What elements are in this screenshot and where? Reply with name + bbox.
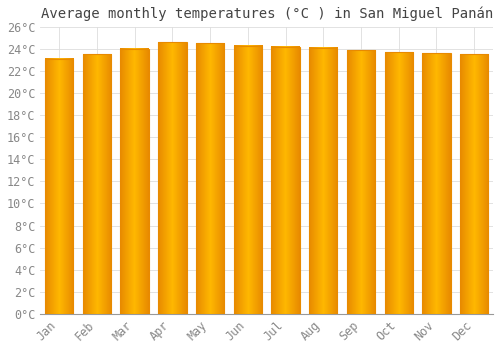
Bar bbox=[309, 48, 338, 314]
Bar bbox=[460, 54, 488, 314]
Bar bbox=[196, 43, 224, 314]
Bar bbox=[272, 47, 299, 314]
Bar bbox=[83, 54, 111, 314]
Title: Average monthly temperatures (°C ) in San Miguel Panán: Average monthly temperatures (°C ) in Sa… bbox=[40, 7, 493, 21]
Bar bbox=[460, 54, 488, 314]
Bar bbox=[196, 43, 224, 314]
Bar bbox=[120, 49, 149, 314]
Bar bbox=[422, 53, 450, 314]
Bar bbox=[120, 49, 149, 314]
Bar bbox=[272, 47, 299, 314]
Bar bbox=[384, 52, 413, 314]
Bar bbox=[234, 46, 262, 314]
Bar bbox=[158, 42, 186, 314]
Bar bbox=[422, 53, 450, 314]
Bar bbox=[45, 59, 74, 314]
Bar bbox=[309, 48, 338, 314]
Bar bbox=[158, 42, 186, 314]
Bar bbox=[83, 54, 111, 314]
Bar bbox=[234, 46, 262, 314]
Bar bbox=[347, 50, 375, 314]
Bar bbox=[384, 52, 413, 314]
Bar bbox=[347, 50, 375, 314]
Bar bbox=[45, 59, 74, 314]
